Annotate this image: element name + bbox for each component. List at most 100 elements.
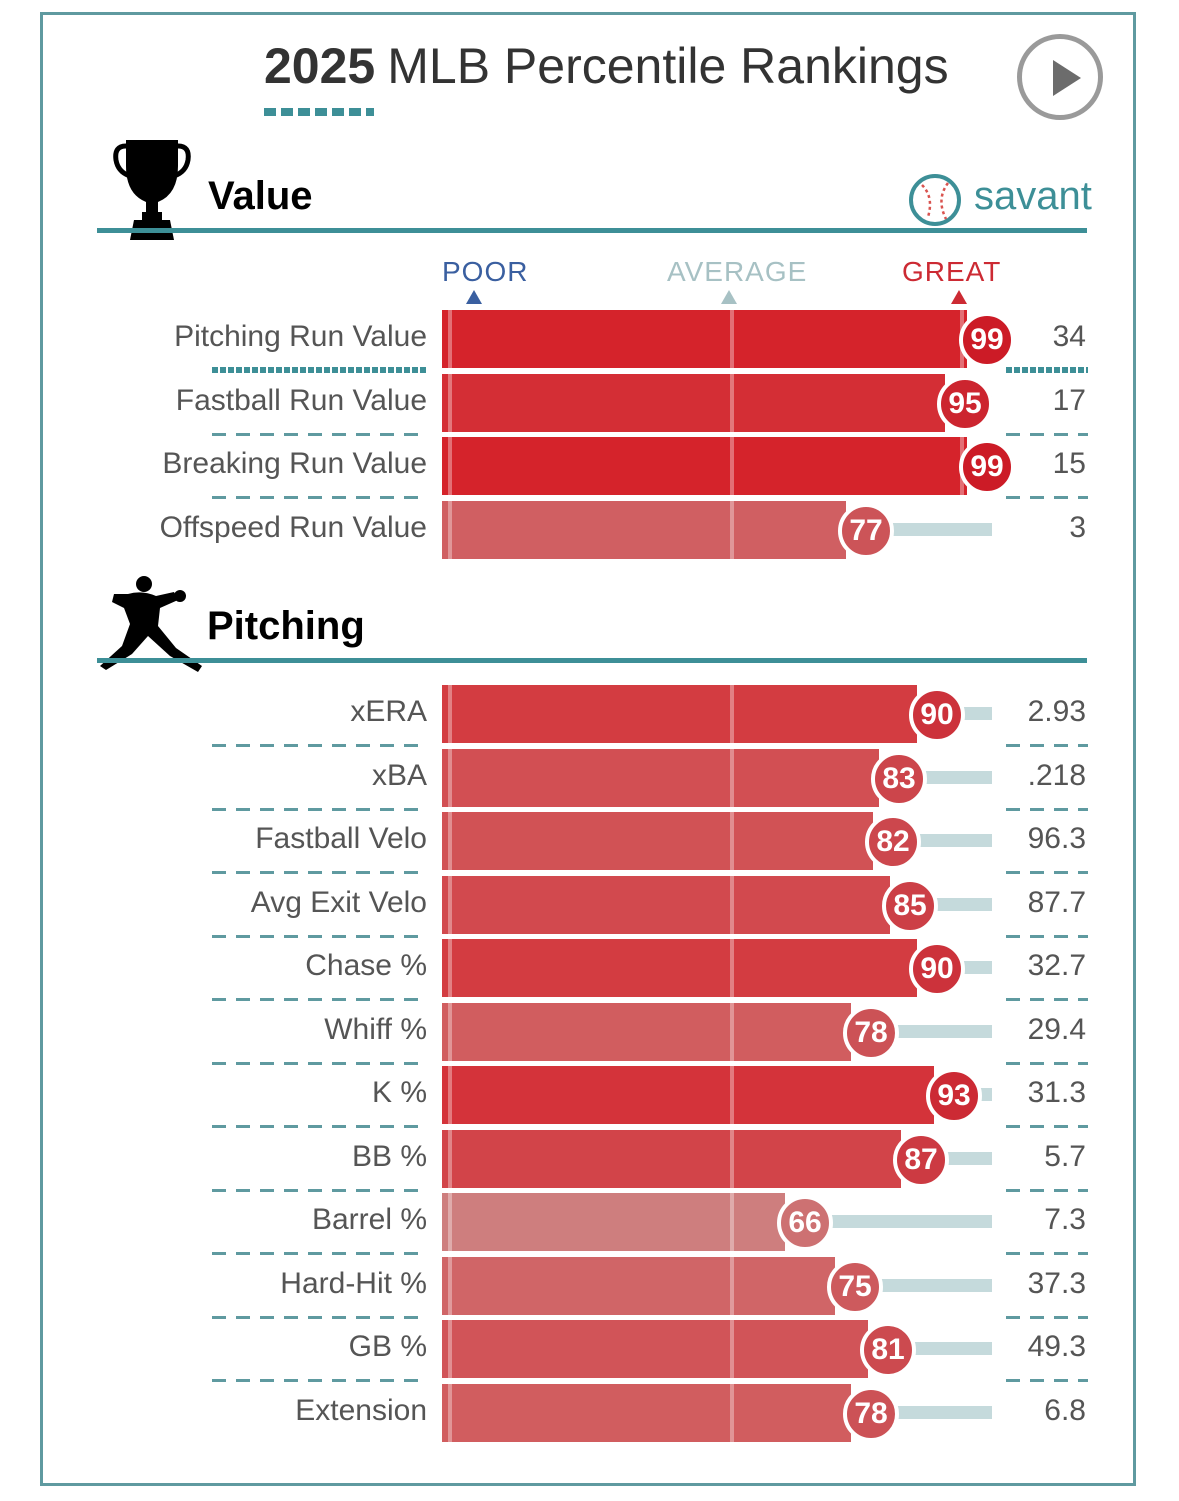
percentile-bar bbox=[442, 1384, 851, 1442]
percentile-badge: 81 bbox=[860, 1322, 916, 1378]
metric-value: 87.7 bbox=[1027, 886, 1086, 919]
percentile-row[interactable]: Avg Exit Velo 85 87.7 bbox=[0, 876, 1179, 934]
metric-label: Avg Exit Velo bbox=[250, 886, 427, 919]
percentile-badge: 75 bbox=[827, 1259, 883, 1315]
scale-label-poor: POOR bbox=[442, 256, 529, 287]
row-separator-left bbox=[212, 744, 427, 747]
bar-tail bbox=[961, 707, 992, 720]
row-separator-right bbox=[1006, 1125, 1088, 1128]
metric-value: 15 bbox=[1052, 447, 1086, 480]
gridline-average bbox=[730, 501, 734, 559]
percentile-row[interactable]: Pitching Run Value 99 34 bbox=[0, 310, 1179, 368]
percentile-row[interactable]: Fastball Run Value 95 17 bbox=[0, 374, 1179, 432]
bar-track: 78 bbox=[442, 1384, 992, 1442]
row-separator-left bbox=[212, 1379, 427, 1382]
gridline-poor bbox=[448, 1193, 452, 1251]
metric-label: GB % bbox=[348, 1330, 427, 1363]
gridline-poor bbox=[448, 437, 452, 495]
percentile-bar bbox=[442, 1130, 901, 1188]
percentile-row[interactable]: Chase % 90 32.7 bbox=[0, 939, 1179, 997]
percentile-row[interactable]: Barrel % 66 7.3 bbox=[0, 1193, 1179, 1251]
percentile-row[interactable]: Fastball Velo 82 96.3 bbox=[0, 812, 1179, 870]
percentile-badge: 95 bbox=[937, 376, 993, 432]
scale-label-average: AVERAGE bbox=[667, 256, 808, 287]
row-separator-right bbox=[1006, 433, 1088, 436]
percentile-row[interactable]: Extension 78 6.8 bbox=[0, 1384, 1179, 1442]
percentile-row[interactable]: GB % 81 49.3 bbox=[0, 1320, 1179, 1378]
percentile-badge: 82 bbox=[865, 814, 921, 870]
savant-text: savant bbox=[974, 174, 1092, 218]
row-separator-left bbox=[212, 935, 427, 938]
row-separator-left bbox=[212, 496, 427, 499]
gridline-poor bbox=[448, 310, 452, 368]
row-separator-right bbox=[1006, 496, 1088, 499]
percentile-badge: 83 bbox=[871, 751, 927, 807]
play-button[interactable] bbox=[1017, 34, 1103, 120]
percentile-bar bbox=[442, 1193, 785, 1251]
row-separator-right bbox=[1006, 367, 1088, 373]
metric-label: Whiff % bbox=[324, 1013, 427, 1046]
gridline-poor bbox=[448, 1130, 452, 1188]
metric-value: 2.93 bbox=[1027, 695, 1086, 728]
gridline-poor bbox=[448, 501, 452, 559]
trophy-icon bbox=[113, 140, 191, 240]
percentile-row[interactable]: xERA 90 2.93 bbox=[0, 685, 1179, 743]
bar-track: 99 bbox=[442, 310, 1015, 368]
percentile-bar bbox=[442, 310, 967, 368]
percentile-row[interactable]: Breaking Run Value 99 15 bbox=[0, 437, 1179, 495]
metric-label: xBA bbox=[371, 759, 427, 792]
percentile-row[interactable]: Whiff % 78 29.4 bbox=[0, 1003, 1179, 1061]
bar-track: 66 bbox=[442, 1193, 992, 1251]
metric-label: xERA bbox=[350, 695, 427, 728]
gridline-average bbox=[730, 1003, 734, 1061]
percentile-bar bbox=[442, 437, 967, 495]
savant-logo[interactable]: savant bbox=[908, 168, 1092, 228]
row-separator-left bbox=[212, 808, 427, 811]
percentile-badge: 66 bbox=[777, 1195, 833, 1251]
percentile-bar bbox=[442, 939, 917, 997]
row-separator-right bbox=[1006, 1189, 1088, 1192]
percentile-row[interactable]: xBA 83 .218 bbox=[0, 749, 1179, 807]
gridline-average bbox=[730, 685, 734, 743]
bar-tail bbox=[917, 834, 992, 847]
gridline-poor bbox=[448, 812, 452, 870]
bar-track: 82 bbox=[442, 812, 992, 870]
percentile-badge: 78 bbox=[843, 1005, 899, 1061]
percentile-row[interactable]: Hard-Hit % 75 37.3 bbox=[0, 1257, 1179, 1315]
row-separator-right bbox=[1006, 1316, 1088, 1319]
percentile-bar bbox=[442, 1003, 851, 1061]
metric-value: 6.8 bbox=[1044, 1394, 1086, 1427]
metric-value: 49.3 bbox=[1027, 1330, 1086, 1363]
percentile-badge: 77 bbox=[838, 503, 894, 559]
percentile-bar bbox=[442, 1320, 868, 1378]
percentile-row[interactable]: BB % 87 5.7 bbox=[0, 1130, 1179, 1188]
metric-value: 32.7 bbox=[1027, 949, 1086, 982]
row-separator-left bbox=[212, 433, 427, 436]
bar-track: 95 bbox=[442, 374, 993, 432]
row-separator-left bbox=[212, 1252, 427, 1255]
gridline-average bbox=[730, 876, 734, 934]
percentile-row[interactable]: Offspeed Run Value 77 3 bbox=[0, 501, 1179, 559]
gridline-average bbox=[730, 1130, 734, 1188]
bar-tail bbox=[945, 1152, 992, 1165]
gridline-poor bbox=[448, 1320, 452, 1378]
row-separator-left bbox=[212, 998, 427, 1001]
metric-value: 3 bbox=[1069, 511, 1086, 544]
section-rule-pitching bbox=[97, 658, 1087, 663]
percentile-row[interactable]: K % 93 31.3 bbox=[0, 1066, 1179, 1124]
gridline-average bbox=[730, 812, 734, 870]
percentile-bar bbox=[442, 374, 945, 432]
gridline-average bbox=[730, 939, 734, 997]
metric-label: Fastball Run Value bbox=[175, 384, 427, 417]
metric-label: Breaking Run Value bbox=[162, 447, 427, 480]
gridline-average bbox=[730, 310, 734, 368]
metric-value: 7.3 bbox=[1044, 1203, 1086, 1236]
bar-tail bbox=[879, 1279, 992, 1292]
row-separator-right bbox=[1006, 744, 1088, 747]
bar-track: 78 bbox=[442, 1003, 992, 1061]
row-separator-left bbox=[212, 1062, 427, 1065]
scale-marker-average bbox=[721, 290, 737, 304]
bar-track: 81 bbox=[442, 1320, 992, 1378]
pitcher-icon bbox=[100, 576, 202, 672]
bar-track: 83 bbox=[442, 749, 992, 807]
